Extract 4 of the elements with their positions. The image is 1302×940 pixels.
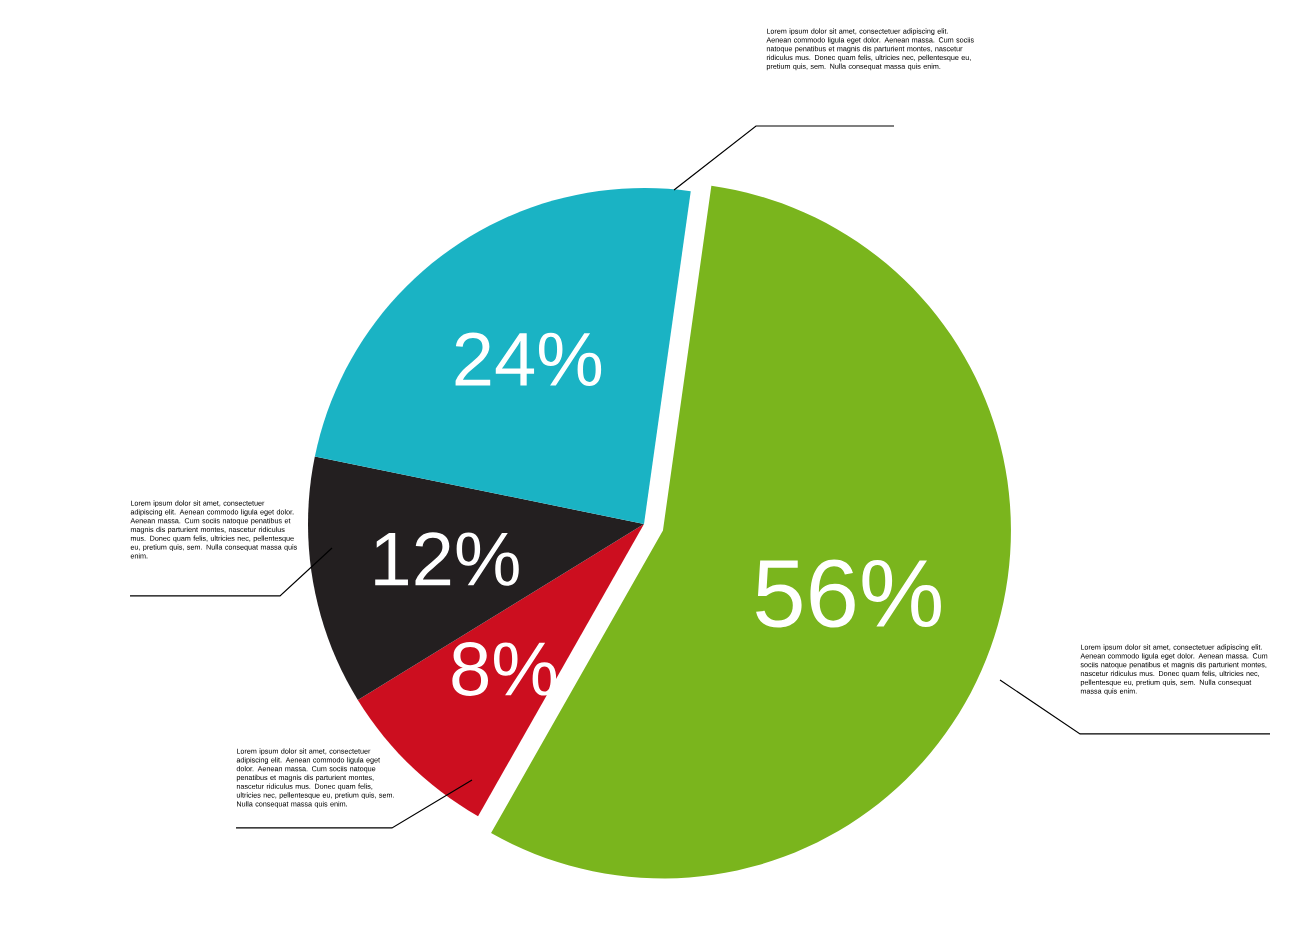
data-label: 24% [455,332,602,386]
data-label: 56% [756,559,941,628]
data-label: 8% [452,642,557,696]
data-label: 12% [375,532,519,586]
